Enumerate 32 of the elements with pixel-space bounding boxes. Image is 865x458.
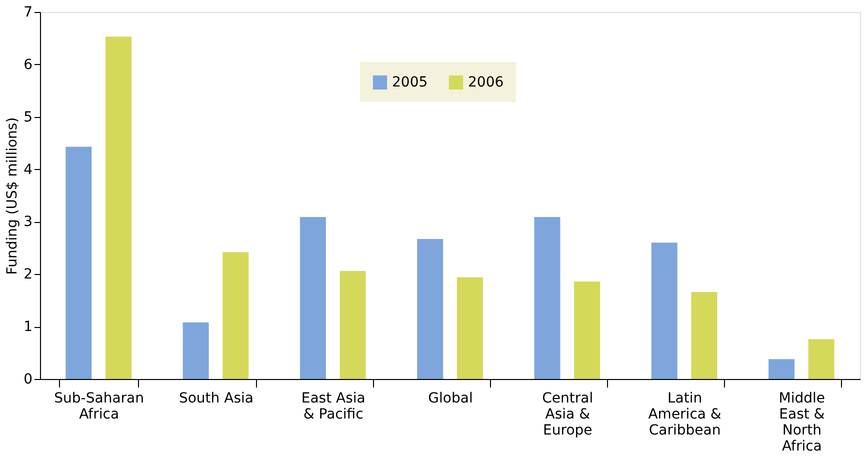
bar (300, 216, 326, 379)
bar (768, 359, 795, 379)
bar (105, 36, 132, 379)
y-tick-label: 3 (24, 214, 32, 230)
x-tick-label: Sub-Saharan Africa (54, 390, 144, 422)
y-tick-label: 6 (24, 56, 33, 73)
x-tick-label: East Asia & Pacific (301, 390, 366, 422)
bar (66, 146, 92, 379)
bar (691, 292, 718, 379)
legend-label: 2006 (468, 74, 504, 90)
x-tick-label: South Asia (178, 390, 254, 406)
x-tick-label: Middle East & North Africa (778, 390, 826, 454)
y-tick-label: 7 (24, 4, 32, 20)
bar (651, 242, 678, 379)
bar (456, 277, 483, 379)
y-tick-label: 0 (24, 372, 32, 388)
x-tick-label: Global (428, 390, 473, 406)
y-tick-label: 5 (24, 109, 32, 126)
y-tick-label: 4 (24, 162, 33, 178)
bar (222, 252, 249, 379)
bar (417, 239, 444, 379)
bar (534, 216, 560, 379)
bar (808, 339, 834, 379)
bar (574, 281, 600, 379)
y-tick-label: 2 (24, 266, 32, 283)
legend-label: 2005 (392, 74, 428, 90)
y-tick-label: 1 (24, 319, 32, 336)
y-axis-title: Funding (US$ millions) (4, 117, 21, 275)
x-tick-label: Latin America & Caribbean (648, 390, 722, 438)
bar (182, 322, 209, 379)
bar (340, 270, 366, 379)
x-tick-label: Central Asia & Europe (542, 390, 594, 438)
